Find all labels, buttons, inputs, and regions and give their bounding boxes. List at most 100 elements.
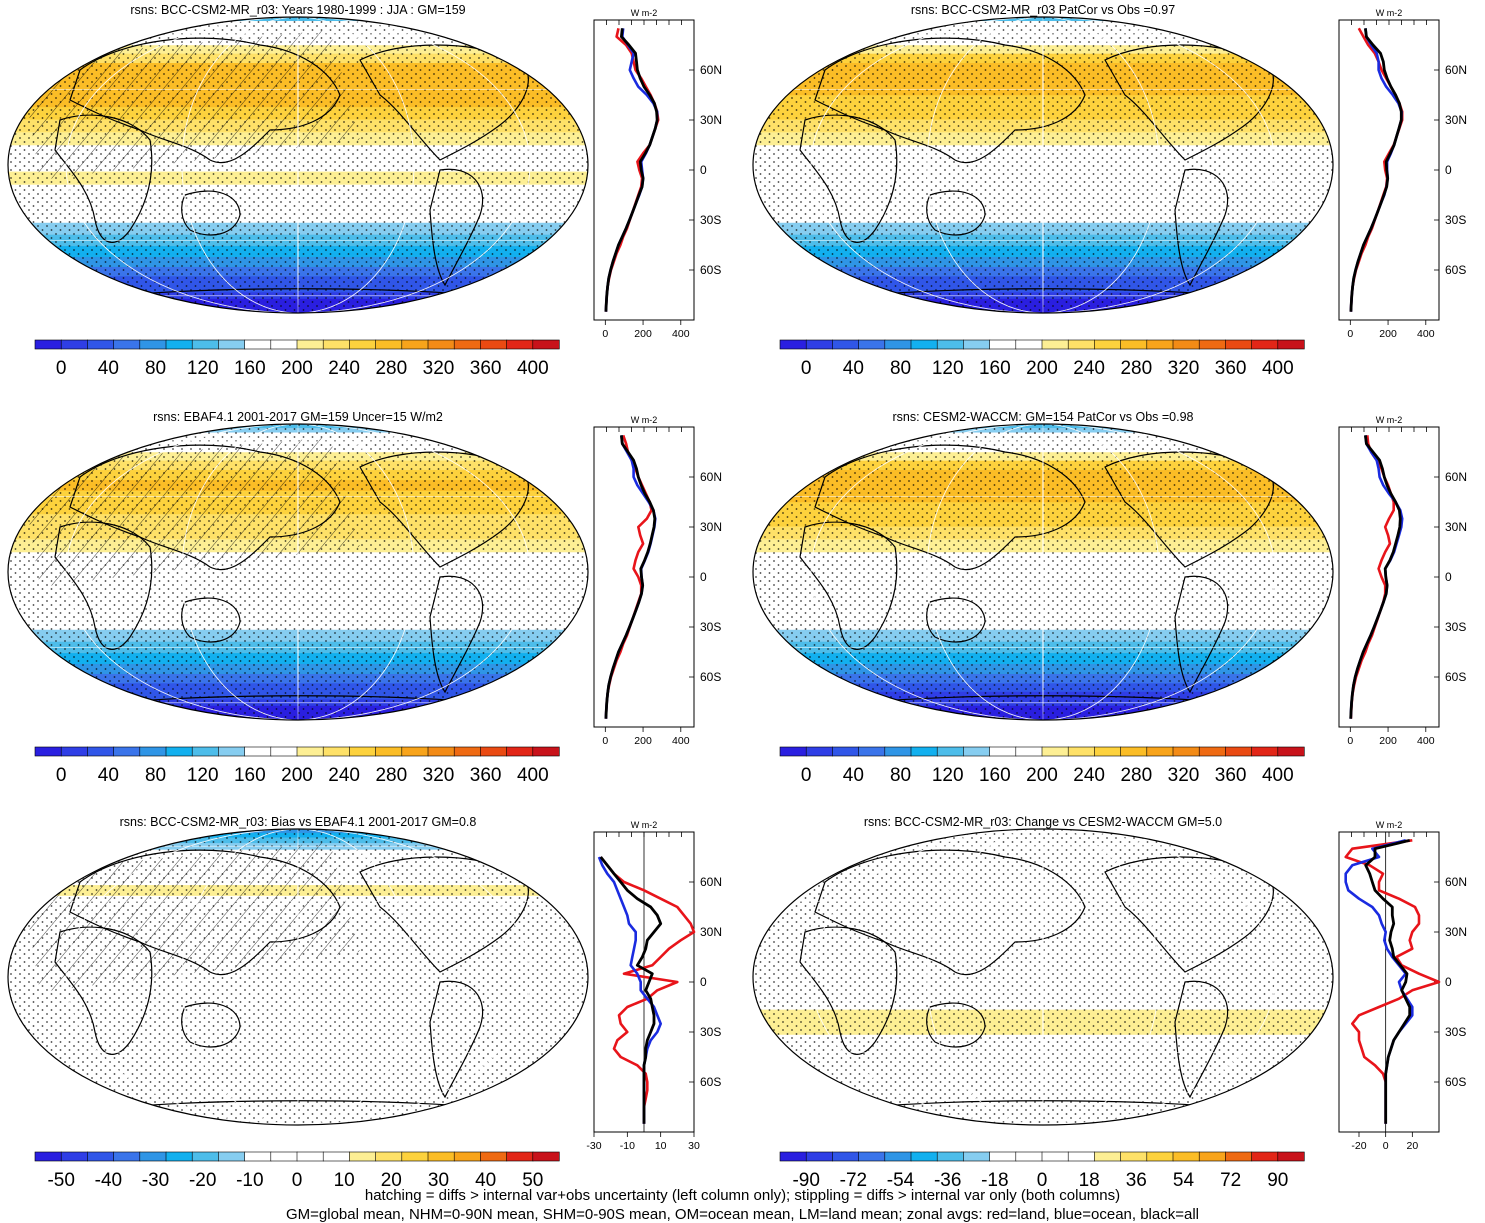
profile-line-all bbox=[1349, 28, 1403, 312]
graticule-meridian bbox=[1042, 17, 1044, 313]
colorbar-tick-label: 0 bbox=[1037, 1170, 1048, 1191]
colorbar-tick-label: 400 bbox=[1262, 358, 1294, 379]
colorbar-swatch bbox=[113, 746, 141, 757]
colorbar-swatch bbox=[910, 1151, 938, 1162]
profile-lat-label: 60N bbox=[1445, 470, 1467, 484]
colorbar-tick-label: 320 bbox=[1168, 358, 1200, 379]
profile-lat-label: 30N bbox=[1445, 925, 1467, 939]
colorbar-swatch bbox=[165, 1151, 193, 1162]
profile-unit-label: W m-2 bbox=[631, 820, 658, 830]
colorbar-swatch bbox=[87, 746, 115, 757]
profile-x-tick-label: 10 bbox=[655, 1140, 667, 1152]
colorbar-swatch bbox=[480, 339, 508, 350]
panel-observations: rsns: EBAF4.1 2001-2017 GM=159 Uncer=15 … bbox=[0, 407, 740, 807]
map-field bbox=[8, 17, 588, 313]
profile-lat-label: 60N bbox=[700, 470, 722, 484]
profile-lat-label: 0 bbox=[1445, 570, 1452, 584]
colorbar-tick-label: 160 bbox=[234, 765, 266, 786]
colorbar-tick-label: 200 bbox=[1026, 358, 1058, 379]
profile-x-tick-label: 200 bbox=[1379, 735, 1397, 747]
colorbar-swatch bbox=[936, 1151, 964, 1162]
colorbar-swatch bbox=[218, 746, 246, 757]
graticule-meridian bbox=[297, 17, 299, 313]
colorbar-swatch bbox=[1146, 1151, 1174, 1162]
panel-title: rsns: BCC-CSM2-MR_r03: Years 1980-1999 :… bbox=[130, 3, 465, 17]
colorbar-swatch bbox=[453, 1151, 482, 1162]
colorbar-swatch bbox=[1067, 339, 1096, 350]
colorbar-swatch bbox=[401, 1151, 429, 1162]
profile-lat-label: 30N bbox=[1445, 113, 1467, 127]
colorbar-swatch bbox=[858, 339, 886, 350]
colorbar-swatch bbox=[349, 339, 377, 350]
colorbar-tick-label: 120 bbox=[932, 765, 964, 786]
profile-x-tick-label: 400 bbox=[1417, 735, 1435, 747]
colorbar-tick-label: 160 bbox=[234, 358, 266, 379]
graticule-meridian bbox=[810, 829, 1276, 1125]
colorbar-swatch bbox=[506, 746, 534, 757]
graticule-meridian bbox=[297, 424, 299, 720]
map-field bbox=[753, 829, 1333, 1129]
colorbar-swatch bbox=[375, 339, 403, 350]
profile-x-tick-label: 400 bbox=[672, 328, 690, 340]
colorbar-swatch bbox=[989, 339, 1017, 350]
colorbar-tick-label: 360 bbox=[470, 358, 502, 379]
graticule-meridian bbox=[181, 17, 415, 313]
colorbar-tick-label: 360 bbox=[470, 765, 502, 786]
profile-lat-label: 60S bbox=[700, 1075, 721, 1089]
colorbar-tick-label: -54 bbox=[887, 1170, 915, 1191]
colorbar-swatch bbox=[1067, 746, 1096, 757]
profile-lat-label: 30N bbox=[1445, 520, 1467, 534]
colorbar-tick-label: 20 bbox=[381, 1170, 402, 1191]
colorbar-swatch bbox=[322, 1151, 351, 1162]
colorbar-swatch bbox=[244, 746, 272, 757]
map-outline bbox=[7, 828, 589, 1126]
colorbar-swatch bbox=[349, 1151, 377, 1162]
colorbar-swatch bbox=[401, 339, 429, 350]
panel-title: rsns: BCC-CSM2-MR_r03: Change vs CESM2-W… bbox=[864, 815, 1222, 829]
colorbar-tick-label: 90 bbox=[1267, 1170, 1288, 1191]
graticule-meridian bbox=[926, 829, 1160, 1125]
panel-change: rsns: BCC-CSM2-MR_r03: Change vs CESM2-W… bbox=[745, 812, 1485, 1212]
profile-unit-label: W m-2 bbox=[1376, 415, 1403, 425]
colorbar-tick-label: 360 bbox=[1215, 358, 1247, 379]
zonal-band bbox=[753, 1127, 1333, 1129]
colorbar-swatch bbox=[139, 339, 167, 350]
colorbar-tick-label: 120 bbox=[187, 358, 219, 379]
colorbar-swatch bbox=[244, 1151, 272, 1162]
profile-lat-label: 60N bbox=[1445, 875, 1467, 889]
profile-lat-label: 60S bbox=[1445, 263, 1466, 277]
colorbar-tick-label: 80 bbox=[145, 358, 166, 379]
colorbar-swatch bbox=[1172, 746, 1200, 757]
graticule-meridian bbox=[181, 424, 415, 720]
colorbar-tick-label: -30 bbox=[142, 1170, 169, 1191]
colorbar: 0 40 80 120 160 200 240 280 320 360 400 bbox=[779, 339, 1305, 379]
colorbar-swatch bbox=[884, 746, 912, 757]
colorbar-tick-label: 80 bbox=[890, 765, 911, 786]
hatching-overlay bbox=[20, 437, 360, 587]
zonal-profile: W m-2 0 200 400 60N 30N 0 30S 60S bbox=[593, 8, 722, 340]
colorbar-swatch bbox=[191, 1151, 219, 1162]
zonal-band bbox=[753, 315, 1333, 317]
profile-lat-label: 0 bbox=[700, 163, 707, 177]
colorbar: 0 40 80 120 160 200 240 280 320 360 400 bbox=[779, 746, 1305, 786]
graticule-meridian bbox=[181, 829, 415, 1125]
colorbar-tick-label: -10 bbox=[236, 1170, 263, 1191]
colorbar-swatch bbox=[191, 339, 219, 350]
colorbar-tick-label: 0 bbox=[56, 358, 67, 379]
colorbar-tick-label: 50 bbox=[522, 1170, 543, 1191]
colorbar-swatch bbox=[480, 1151, 508, 1162]
colorbar-tick-label: 18 bbox=[1079, 1170, 1100, 1191]
panel-reference-model: rsns: CESM2-WACCM: GM=154 PatCor vs Obs … bbox=[745, 407, 1485, 807]
colorbar-swatch bbox=[349, 746, 377, 757]
zonal-profile: W m-2 -20 0 20 60N 30N 0 30S 60S bbox=[1338, 820, 1467, 1152]
colorbar-tick-label: 0 bbox=[801, 358, 812, 379]
panel-model-patcor: rsns: BCC-CSM2-MR_r03 PatCor vs Obs =0.9… bbox=[745, 0, 1485, 400]
profile-lat-label: 30S bbox=[700, 1025, 721, 1039]
profile-lat-label: 0 bbox=[1445, 975, 1452, 989]
profile-line-all bbox=[599, 856, 663, 1124]
colorbar-swatch bbox=[244, 339, 272, 350]
colorbar-tick-label: 40 bbox=[98, 358, 119, 379]
colorbar-tick-label: 120 bbox=[187, 765, 219, 786]
colorbar-swatch bbox=[1067, 1151, 1096, 1162]
profile-lat-label: 60S bbox=[1445, 670, 1466, 684]
